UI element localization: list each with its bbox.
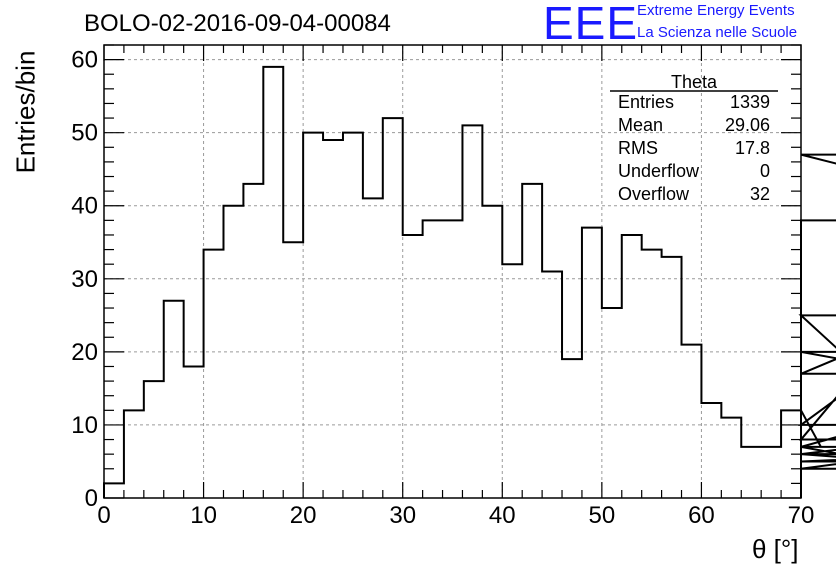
y-tick-label: 30	[71, 266, 98, 293]
y-tick-label: 60	[71, 47, 98, 74]
axis-ticks	[103, 44, 802, 499]
stats-key: Underflow	[618, 161, 700, 181]
x-tick-label: 30	[389, 502, 416, 529]
x-tick-label: 0	[97, 502, 110, 529]
stats-key: Mean	[618, 115, 664, 135]
stats-value: 32	[749, 184, 770, 204]
y-axis-label: Entries/bin	[10, 50, 41, 174]
x-axis-label: θ [°]	[752, 534, 799, 564]
plot-area	[104, 45, 801, 498]
stats-key: Overflow	[618, 184, 690, 204]
stats-row-overflow: Overflow 32	[618, 184, 770, 206]
logo-caption-line2: La Scienza nelle Scuole	[637, 24, 798, 41]
x-tick-label: 40	[489, 502, 516, 529]
stats-value: 1339	[729, 92, 770, 112]
histogram-bars	[103, 65, 836, 498]
stats-value: 29.06	[724, 115, 770, 135]
grid-lines	[104, 45, 801, 498]
x-tick-label: 70	[788, 502, 815, 529]
stats-key: RMS	[618, 138, 658, 158]
stats-row-entries: Entries 1339	[618, 92, 770, 114]
x-tick-label: 20	[290, 502, 317, 529]
tick-labels: 0 10 20 30 40 50 60 70 0 10 20 30 40 50 60	[71, 47, 814, 529]
stats-row-underflow: Underflow 0	[618, 161, 770, 183]
plot-frame	[103, 44, 802, 499]
y-tick-label: 40	[71, 193, 98, 220]
y-tick-label: 50	[71, 120, 98, 147]
logo-caption-line1: Extreme Energy Events	[637, 2, 795, 19]
x-tick-label: 50	[589, 502, 616, 529]
stats-value: 0	[759, 161, 770, 181]
x-tick-label: 60	[688, 502, 715, 529]
stats-box-title: Theta	[670, 72, 718, 92]
plot-title: BOLO-02-2016-09-04-00084	[84, 10, 391, 37]
stats-key: Entries	[618, 92, 675, 112]
y-tick-label: 0	[85, 485, 98, 512]
x-tick-label: 10	[190, 502, 217, 529]
y-tick-label: 20	[71, 339, 98, 366]
stats-row-rms: RMS 17.8	[618, 138, 770, 160]
eee-logo: EEE	[543, 0, 639, 49]
stats-value: 17.8	[734, 138, 770, 158]
stats-row-mean: Mean 29.06	[618, 115, 770, 137]
y-tick-label: 10	[71, 412, 98, 439]
